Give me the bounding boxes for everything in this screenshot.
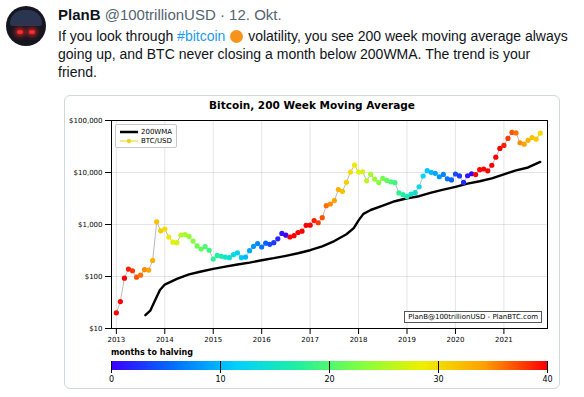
svg-text:2020: 2020 xyxy=(447,336,465,344)
html-text:volatility, you see 200 week m: volatility, you see 200 week moving aver… xyxy=(248,28,568,44)
svg-text:10: 10 xyxy=(215,375,225,384)
svg-text:40: 40 xyxy=(542,375,552,384)
html-text:Bitcoin, 200 Week Moving Avera: Bitcoin, 200 Week Moving Average xyxy=(209,99,415,111)
svg-text:2015: 2015 xyxy=(204,336,222,344)
svg-text:2016: 2016 xyxy=(253,336,271,344)
svg-text:2019: 2019 xyxy=(398,336,416,344)
svg-text:2014: 2014 xyxy=(156,336,174,344)
svg-text:$100,000: $100,000 xyxy=(69,117,102,125)
html-text:going up, and BTC never closin: going up, and BTC never closing a month … xyxy=(58,46,531,62)
html-text:200WMA: 200WMA xyxy=(141,127,173,136)
svg-text:2018: 2018 xyxy=(350,336,368,344)
svg-text:20: 20 xyxy=(324,375,334,384)
svg-text:$10,000: $10,000 xyxy=(74,169,103,177)
svg-text:0: 0 xyxy=(109,375,114,384)
svg-text:2017: 2017 xyxy=(301,336,319,344)
svg-text:$10: $10 xyxy=(89,325,102,333)
html-text:PlanB@100trillionUSD - PlanBTC: PlanB@100trillionUSD - PlanBTC.com xyxy=(408,313,538,321)
html-text:PlanB @100trillionUSD · 12. Ok: PlanB @100trillionUSD · 12. Okt. xyxy=(58,6,282,23)
svg-text:30: 30 xyxy=(433,375,443,384)
html-text:If you look through #bitcoin: If you look through #bitcoin xyxy=(58,28,226,44)
svg-text:$100: $100 xyxy=(85,273,103,281)
svg-text:2021: 2021 xyxy=(495,336,513,344)
svg-text:months to halving: months to halving xyxy=(111,348,193,357)
html-text:BTC/USD: BTC/USD xyxy=(141,136,172,145)
svg-text:$1,000: $1,000 xyxy=(78,221,103,229)
svg-text:2013: 2013 xyxy=(107,336,125,344)
html-text:friend.: friend. xyxy=(58,64,97,80)
